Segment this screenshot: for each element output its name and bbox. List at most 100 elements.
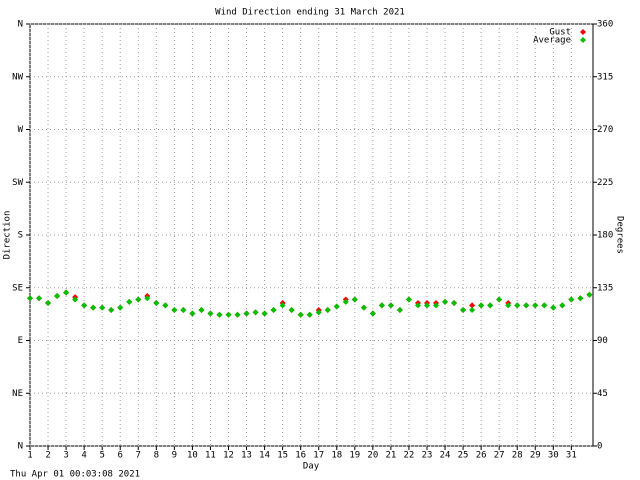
data-point xyxy=(180,307,187,314)
data-point xyxy=(478,302,485,309)
data-point xyxy=(117,304,124,311)
y2-tick-label: 90 xyxy=(597,336,608,346)
y2-tick-label: 0 xyxy=(597,442,602,452)
data-point xyxy=(496,296,503,303)
data-point xyxy=(108,307,115,314)
y2-tick-label: 45 xyxy=(597,389,608,399)
x-tick-label: 3 xyxy=(63,451,68,461)
data-point xyxy=(36,295,43,302)
x-axis-label: Day xyxy=(303,462,320,472)
data-point xyxy=(243,310,250,317)
x-tick-label: 24 xyxy=(440,451,451,461)
x-tick-label: 8 xyxy=(154,451,159,461)
data-point xyxy=(396,307,403,314)
data-point xyxy=(297,311,304,318)
data-point xyxy=(72,296,79,303)
data-point xyxy=(198,307,205,314)
data-point xyxy=(315,309,322,316)
data-point xyxy=(550,304,557,311)
footer: Thu Apr 01 00:03:08 2021 xyxy=(10,470,140,480)
y-tick-label: NW xyxy=(12,72,23,82)
x-tick-label: 12 xyxy=(223,451,234,461)
data-point xyxy=(324,307,331,314)
x-tick-label: 31 xyxy=(566,451,577,461)
y-tick-label: N xyxy=(18,442,23,452)
x-tick-label: 6 xyxy=(118,451,123,461)
data-point xyxy=(306,311,313,318)
data-point xyxy=(135,296,142,303)
data-point xyxy=(27,295,33,302)
data-point xyxy=(225,311,232,318)
data-point xyxy=(90,304,97,311)
data-point xyxy=(405,296,412,303)
data-point xyxy=(505,302,512,309)
data-point xyxy=(189,310,196,317)
data-point xyxy=(532,302,539,309)
x-tick-label: 5 xyxy=(99,451,104,461)
data-point xyxy=(541,302,548,309)
data-point xyxy=(216,311,223,318)
legend-label: Gust xyxy=(549,28,571,38)
data-point xyxy=(469,302,476,309)
x-tick-label: 21 xyxy=(385,451,396,461)
x-tick-label: 14 xyxy=(259,451,270,461)
data-point xyxy=(207,310,214,317)
x-tick-label: 1 xyxy=(27,451,32,461)
x-tick-label: 20 xyxy=(367,451,378,461)
data-point xyxy=(360,304,367,311)
y2-tick-label: 360 xyxy=(597,20,613,30)
data-point xyxy=(523,302,530,309)
x-tick-label: 17 xyxy=(313,451,324,461)
data-point xyxy=(54,292,61,299)
data-point xyxy=(342,298,349,305)
x-tick-label: 16 xyxy=(295,451,306,461)
y2-tick-label: 225 xyxy=(597,178,613,188)
y-tick-label: SE xyxy=(12,283,23,293)
x-tick-label: 13 xyxy=(241,451,252,461)
y-tick-label: E xyxy=(18,336,23,346)
data-point xyxy=(288,307,295,314)
x-tick-label: 2 xyxy=(45,451,50,461)
data-point xyxy=(559,302,566,309)
x-tick-label: 15 xyxy=(277,451,288,461)
data-point xyxy=(460,307,467,314)
x-tick-label: 18 xyxy=(331,451,342,461)
x-tick-label: 26 xyxy=(476,451,487,461)
data-point xyxy=(144,295,151,302)
data-point xyxy=(369,310,376,317)
data-point xyxy=(577,295,584,302)
data-point xyxy=(63,289,70,296)
data-point xyxy=(234,311,241,318)
data-point xyxy=(568,296,575,303)
x-tick-label: 25 xyxy=(458,451,469,461)
y2-tick-label: 315 xyxy=(597,72,613,82)
y-tick-label: SW xyxy=(12,178,23,188)
data-point xyxy=(378,302,385,309)
y-tick-label: W xyxy=(18,125,24,135)
x-tick-label: 22 xyxy=(404,451,415,461)
legend-marker xyxy=(580,29,586,35)
x-tick-label: 27 xyxy=(494,451,505,461)
x-tick-label: 4 xyxy=(81,451,86,461)
y-tick-label: S xyxy=(18,231,23,241)
y-tick-label: NE xyxy=(12,389,23,399)
x-tick-label: 11 xyxy=(205,451,216,461)
data-point xyxy=(586,291,593,298)
data-point xyxy=(387,302,394,309)
chart-title: Wind Direction ending 31 March 2021 xyxy=(215,8,405,18)
x-tick-label: 7 xyxy=(136,451,141,461)
y-axis-label: Direction xyxy=(3,211,13,260)
data-point xyxy=(45,299,52,306)
data-point xyxy=(279,302,286,309)
data-point xyxy=(414,302,421,309)
data-point xyxy=(487,302,494,309)
data-point xyxy=(252,309,259,316)
x-tick-label: 10 xyxy=(187,451,198,461)
data-point xyxy=(351,296,358,303)
data-point xyxy=(451,299,458,306)
x-tick-label: 19 xyxy=(349,451,360,461)
data-point xyxy=(81,302,88,309)
data-point xyxy=(171,307,178,314)
